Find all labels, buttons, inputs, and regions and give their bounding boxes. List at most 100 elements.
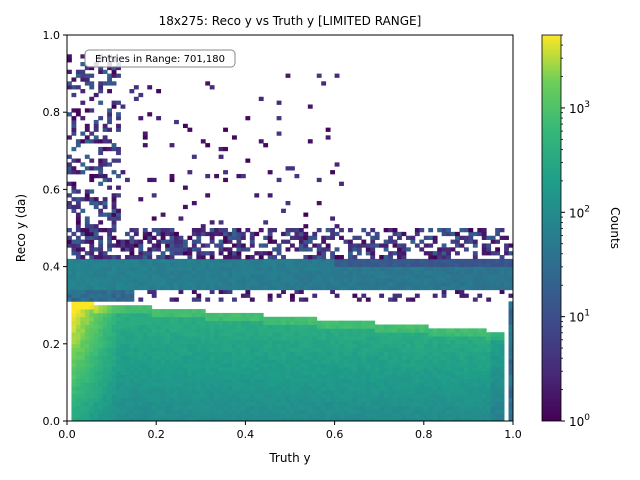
heatmap-cell [245,359,251,364]
heatmap-cell [160,374,166,379]
heatmap-cell [174,297,179,302]
heatmap-cell [339,324,344,329]
heatmap-cell [263,270,269,275]
heatmap-cell [182,204,188,210]
heatmap-cell [174,324,179,329]
heatmap-cell [455,393,460,399]
heatmap-cell [463,266,469,271]
heatmap-cell [218,343,224,349]
heatmap-cell [214,278,220,283]
heatmap-cell [490,409,496,414]
heatmap-cell [93,282,99,287]
heatmap-cell [325,359,331,364]
heatmap-cell [298,374,304,379]
heatmap-cell [276,355,282,360]
heatmap-cell [116,266,121,271]
heatmap-cell [102,390,108,395]
heatmap-cell [339,332,344,337]
heatmap-cell [414,228,420,233]
heatmap-cell [196,382,202,387]
heatmap-cell [142,363,148,368]
heatmap-cell [392,366,398,372]
heatmap-cell [388,355,393,360]
heatmap-cell [102,262,108,267]
heatmap-cell [490,401,496,406]
heatmap-cell [263,285,269,291]
heatmap-cell [236,390,242,395]
heatmap-cell [75,382,81,387]
heatmap-cell [463,351,469,356]
heatmap-cell [392,266,398,271]
heatmap-cell [325,378,331,383]
heatmap-cell [276,397,282,403]
heatmap-cell [343,285,349,291]
heatmap-cell [102,173,108,179]
heatmap-cell [254,258,260,264]
heatmap-cell [160,212,166,217]
heatmap-cell [392,390,398,395]
heatmap-cell [397,270,402,275]
heatmap-cell [428,266,434,271]
heatmap-cell [236,405,242,410]
heatmap-cell [508,266,513,271]
heatmap-cell [133,363,139,368]
heatmap-cell [316,363,322,368]
heatmap-cell [477,347,483,352]
heatmap-cell [334,293,340,298]
heatmap-cell [285,324,291,329]
heatmap-cell [272,343,278,349]
heatmap-cell [410,366,416,372]
heatmap-cell [446,405,451,410]
heatmap-cell [214,262,220,267]
heatmap-cell [432,390,438,395]
heatmap-cell [356,328,362,333]
heatmap-cell [80,320,86,325]
heatmap-cell [191,266,197,271]
heatmap-cell [200,359,206,364]
heatmap-cell [258,282,264,287]
heatmap-cell [414,401,420,406]
heatmap-cell [423,266,429,271]
heatmap-cell [330,351,335,356]
heatmap-cell [182,413,188,418]
heatmap-cell [508,285,513,291]
heatmap-cell [178,285,184,291]
heatmap-cell [414,393,420,399]
heatmap-cell [89,401,95,406]
heatmap-cell [254,405,260,410]
heatmap-cell [75,274,81,279]
heatmap-cell [294,247,300,252]
heatmap-cell [379,355,385,360]
heatmap-cell [508,382,513,387]
heatmap-cell [339,328,344,333]
heatmap-cell [347,417,353,421]
heatmap-cell [129,270,135,275]
heatmap-cell [352,378,358,383]
heatmap-cell [316,378,322,383]
heatmap-cell [236,320,242,325]
heatmap-cell [98,320,104,325]
heatmap-cell [370,363,376,368]
heatmap-cell [495,351,501,356]
heatmap-cell [75,266,81,271]
heatmap-cell [174,413,179,418]
heatmap-cell [165,355,170,360]
heatmap-cell [352,293,358,298]
heatmap-cell [343,347,349,352]
heatmap-cell [116,212,121,217]
heatmap-cell [258,228,264,233]
heatmap-cell [245,393,251,399]
heatmap-cell [356,355,362,360]
heatmap-cell [263,370,269,376]
heatmap-cell [468,417,474,421]
heatmap-cell [84,332,90,337]
heatmap-cell [240,417,246,421]
heatmap-cell [89,96,95,102]
heatmap-cell [392,339,398,345]
heatmap-cell [218,347,224,352]
heatmap-cell [165,386,170,391]
heatmap-cell [276,131,282,136]
heatmap-cell [423,378,429,383]
heatmap-cell [174,316,179,322]
heatmap-cell [249,231,255,237]
